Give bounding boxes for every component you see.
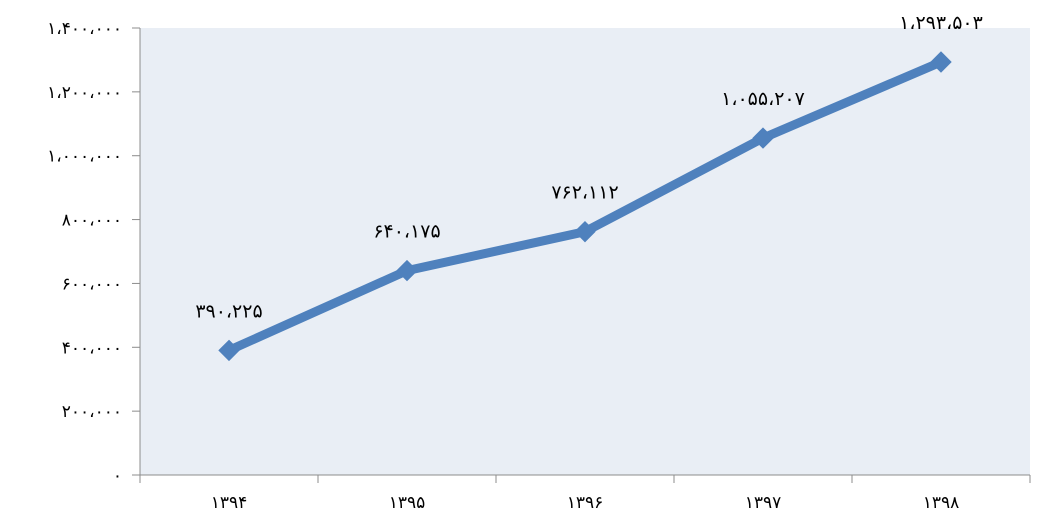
- x-tick-label: ۱۳۹۴: [211, 493, 248, 513]
- data-label: ۱،۰۵۵،۲۰۷: [721, 88, 805, 110]
- x-tick-label: ۱۳۹۶: [567, 493, 604, 513]
- x-axis-ticks: ۱۳۹۴ ۱۳۹۵ ۱۳۹۶ ۱۳۹۷ ۱۳۹۸: [139, 475, 1031, 513]
- x-tick-label: ۱۳۹۸: [923, 493, 960, 513]
- data-label: ۱،۲۹۳،۵۰۳: [899, 12, 983, 34]
- y-tick-label: ۲۰۰،۰۰۰: [62, 402, 122, 422]
- data-labels: ۳۹۰،۲۲۵ ۶۴۰،۱۷۵ ۷۶۲،۱۱۲ ۱،۰۵۵،۲۰۷ ۱،۲۹۳،۵۰۳: [195, 12, 983, 322]
- series-group: [218, 51, 952, 362]
- data-point-marker: [930, 51, 952, 73]
- y-tick-label: ۱،۰۰۰،۰۰۰: [47, 147, 122, 167]
- data-label: ۳۹۰،۲۲۵: [195, 300, 262, 322]
- data-point-marker: [752, 127, 774, 149]
- y-tick-label: ۴۰۰،۰۰۰: [62, 338, 122, 358]
- data-label: ۷۶۲،۱۱۲: [551, 182, 618, 204]
- y-tick-label: ۱،۴۰۰،۰۰۰: [47, 19, 122, 39]
- data-point-marker: [574, 220, 596, 243]
- data-point-marker: [218, 339, 240, 362]
- x-tick-label: ۱۳۹۵: [389, 493, 426, 513]
- plot-area: [140, 28, 1030, 475]
- x-tick-label: ۱۳۹۷: [745, 493, 782, 513]
- axes: [139, 28, 1030, 476]
- data-point-marker: [396, 259, 418, 282]
- y-tick-label: ۸۰۰،۰۰۰: [62, 211, 122, 231]
- y-axis-ticks: ۰ ۲۰۰،۰۰۰ ۴۰۰،۰۰۰ ۶۰۰،۰۰۰ ۸۰۰،۰۰۰ ۱،۰۰۰،۰۰۰ ۱،…: [47, 19, 140, 486]
- y-tick-label: ۱،۲۰۰،۰۰۰: [47, 83, 122, 103]
- y-tick-label: ۶۰۰،۰۰۰: [62, 274, 122, 294]
- data-label: ۶۴۰،۱۷۵: [373, 221, 440, 243]
- y-tick-label: ۰: [113, 466, 122, 486]
